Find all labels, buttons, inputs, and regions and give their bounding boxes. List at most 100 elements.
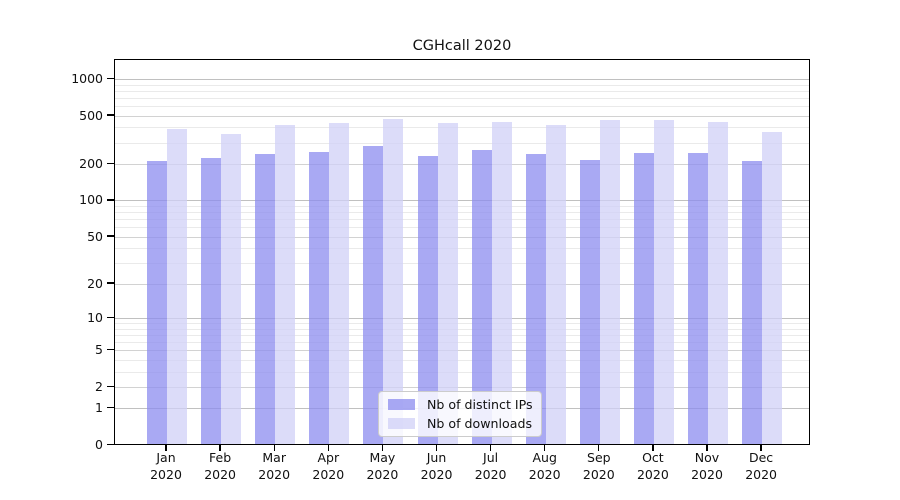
- x-tick-label-feb: Feb 2020: [204, 450, 236, 482]
- x-tick-label-jan: Jan 2020: [150, 450, 182, 482]
- gridline-4: [115, 359, 809, 361]
- legend: Nb of distinct IPs Nb of downloads: [378, 391, 542, 437]
- gridline-60: [115, 227, 809, 229]
- gridline-800: [115, 90, 809, 92]
- gridline-8: [115, 328, 809, 330]
- y-tick-label-2: 2: [95, 378, 103, 394]
- legend-row-distinct-ips: Nb of distinct IPs: [388, 397, 533, 412]
- bar-nb-of-distinct-ips-oct: [633, 153, 654, 444]
- x-tick-label-jun: Jun 2020: [420, 450, 453, 482]
- y-tick-mark-1000: [107, 77, 114, 80]
- gridline-2: [115, 386, 809, 388]
- x-tick-label-sep: Sep 2020: [582, 450, 615, 482]
- bar-nb-of-distinct-ips-sep: [579, 159, 600, 444]
- y-tick-label-1000: 1000: [71, 70, 103, 86]
- legend-swatch-distinct-ips: [388, 399, 415, 410]
- gridline-70: [115, 219, 809, 221]
- y-tick-label-20: 20: [87, 275, 103, 291]
- bar-nb-of-downloads-sep: [599, 120, 620, 444]
- bar-nb-of-downloads-nov: [708, 122, 728, 444]
- bar-nb-of-downloads-jun: [437, 123, 458, 444]
- y-tick-mark-50: [107, 235, 114, 237]
- bar-nb-of-distinct-ips-jan: [147, 160, 167, 444]
- x-tick-mark-mar: [273, 445, 275, 451]
- gridline-500: [115, 115, 809, 117]
- bar-nb-of-distinct-ips-may: [363, 145, 384, 444]
- x-tick-mark-nov: [706, 445, 708, 451]
- x-tick-mark-oct: [652, 445, 654, 451]
- x-tick-label-may: May 2020: [366, 450, 399, 482]
- gridline-900: [115, 84, 809, 86]
- y-tick-mark-100: [107, 199, 114, 201]
- legend-label-downloads: Nb of downloads: [427, 416, 533, 431]
- gridline-20: [115, 283, 809, 285]
- bar-nb-of-distinct-ips-dec: [742, 161, 763, 444]
- y-tick-label-100: 100: [79, 192, 103, 208]
- gridline-90: [115, 205, 809, 207]
- gridline-9: [115, 323, 809, 324]
- bar-nb-of-distinct-ips-apr: [309, 151, 330, 444]
- bar-nb-of-distinct-ips-feb: [201, 158, 222, 444]
- y-tick-label-50: 50: [87, 228, 103, 244]
- y-tick-mark-500: [107, 114, 114, 116]
- x-tick-mark-may: [381, 445, 384, 451]
- y-tick-label-1: 1: [95, 400, 103, 416]
- x-tick-label-oct: Oct 2020: [636, 450, 669, 482]
- y-tick-label-5: 5: [95, 342, 103, 358]
- x-tick-mark-apr: [327, 445, 329, 451]
- bar-nb-of-downloads-jan: [167, 128, 187, 444]
- gridline-300: [115, 142, 809, 144]
- legend-swatch-downloads: [388, 418, 415, 429]
- x-tick-label-mar: Mar 2020: [258, 450, 291, 482]
- bar-nb-of-distinct-ips-nov: [688, 152, 708, 444]
- gridline-100: [115, 200, 809, 202]
- x-tick-mark-sep: [598, 445, 600, 451]
- plot-area: [114, 59, 810, 445]
- x-tick-label-dec: Dec 2020: [745, 450, 777, 482]
- bar-nb-of-distinct-ips-mar: [255, 154, 276, 444]
- x-tick-mark-feb: [219, 445, 221, 451]
- gridline-80: [115, 212, 809, 214]
- bar-nb-of-downloads-may: [383, 118, 404, 444]
- gridline-400: [115, 127, 809, 129]
- x-tick-mark-jun: [435, 445, 438, 451]
- gridline-1000: [115, 78, 809, 80]
- bar-nb-of-distinct-ips-jul: [471, 150, 492, 444]
- bar-nb-of-downloads-mar: [275, 124, 296, 444]
- x-tick-mark-aug: [544, 445, 546, 451]
- y-tick-mark-2: [107, 385, 114, 387]
- x-tick-mark-jan: [165, 445, 167, 451]
- gridline-10: [115, 317, 809, 319]
- x-tick-mark-jul: [489, 445, 492, 451]
- bar-nb-of-downloads-feb: [221, 134, 242, 444]
- x-tick-label-aug: Aug 2020: [528, 450, 561, 482]
- gridline-700: [115, 97, 809, 99]
- y-tick-label-500: 500: [79, 107, 103, 123]
- y-tick-label-200: 200: [79, 156, 103, 171]
- y-tick-mark-200: [107, 162, 114, 165]
- gridline-30: [115, 263, 809, 265]
- bar-nb-of-downloads-apr: [329, 123, 350, 444]
- y-tick-mark-0: [107, 443, 114, 446]
- y-tick-mark-10: [107, 316, 114, 319]
- y-tick-mark-20: [107, 282, 114, 284]
- legend-row-downloads: Nb of downloads: [388, 416, 532, 431]
- gridline-600: [115, 105, 809, 107]
- gridline-40: [115, 248, 809, 250]
- bar-nb-of-distinct-ips-jun: [417, 156, 438, 444]
- bar-nb-of-downloads-dec: [762, 132, 783, 444]
- bar-nb-of-downloads-aug: [545, 125, 566, 444]
- bar-nb-of-downloads-jul: [491, 121, 512, 444]
- x-tick-mark-dec: [760, 445, 762, 451]
- y-tick-label-10: 10: [87, 309, 103, 325]
- x-tick-label-nov: Nov 2020: [691, 450, 723, 482]
- gridline-200: [115, 164, 809, 165]
- y-tick-label-0: 0: [95, 437, 103, 452]
- y-tick-mark-5: [107, 348, 114, 351]
- x-tick-label-jul: Jul 2020: [474, 450, 507, 482]
- y-tick-mark-1: [107, 407, 114, 409]
- chart-title: CGHcall 2020: [412, 38, 512, 54]
- x-tick-label-apr: Apr 2020: [312, 450, 345, 482]
- gridline-50: [115, 236, 809, 238]
